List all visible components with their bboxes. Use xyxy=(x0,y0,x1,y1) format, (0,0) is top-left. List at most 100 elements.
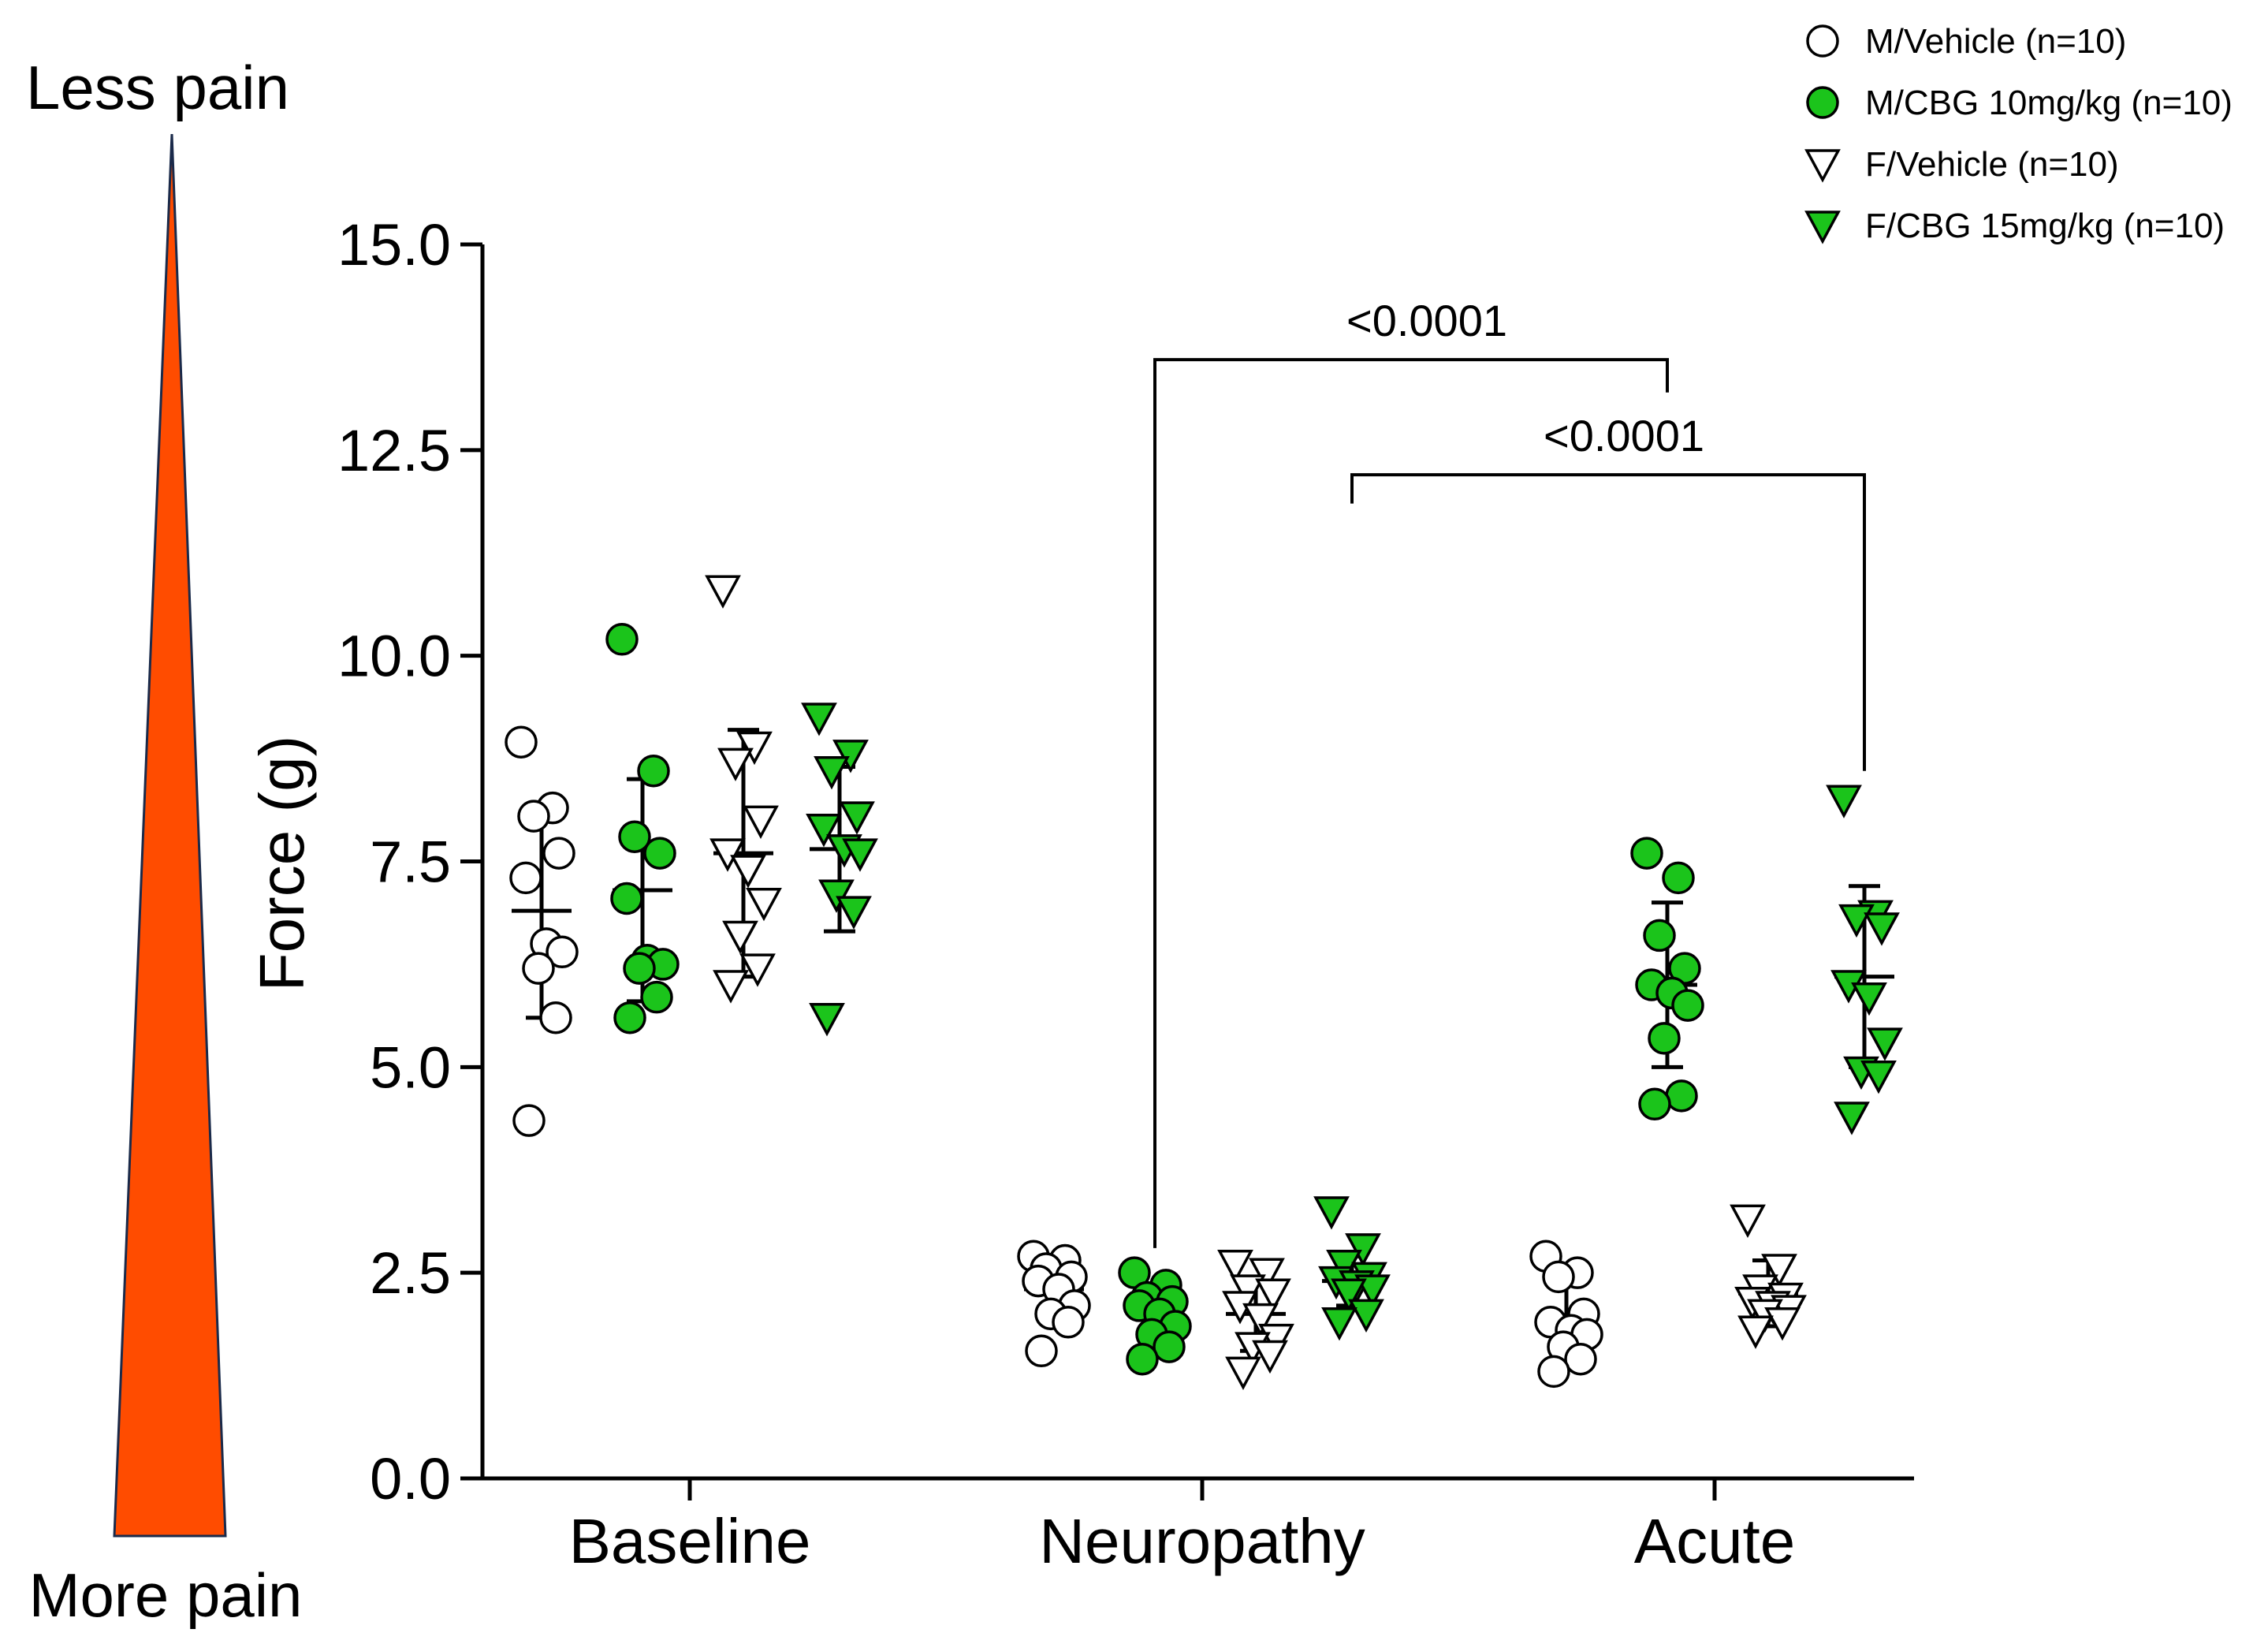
y-axis-title: Force (g) xyxy=(247,736,317,992)
pain-scale: Less pain More pain xyxy=(26,53,302,1630)
data-point xyxy=(1326,1250,1362,1284)
data-point xyxy=(1864,912,1900,946)
significance-brackets: <0.0001 <0.0001 xyxy=(1153,296,1866,1248)
data-point xyxy=(801,703,837,736)
x-category-label: Baseline xyxy=(569,1506,811,1576)
data-point xyxy=(842,838,878,872)
error-bars xyxy=(512,728,1894,1357)
data-point xyxy=(1860,1061,1897,1094)
data-point xyxy=(1537,1355,1570,1389)
data-point xyxy=(546,935,579,969)
data-point xyxy=(1025,1334,1058,1368)
significance-bracket xyxy=(1153,358,1669,1248)
data-points xyxy=(505,575,1903,1390)
data-point xyxy=(1249,1258,1285,1292)
data-point xyxy=(836,896,872,930)
legend-label: M/CBG 10mg/kg (n=10) xyxy=(1865,84,2233,122)
data-point xyxy=(1225,1356,1261,1390)
legend-marker xyxy=(1804,149,1841,183)
data-point xyxy=(1730,1204,1766,1238)
significance-label: <0.0001 xyxy=(1346,296,1507,345)
data-point xyxy=(505,725,538,759)
data-point xyxy=(610,882,643,915)
data-point xyxy=(713,970,749,1004)
data-point xyxy=(1345,1233,1381,1267)
data-point xyxy=(605,623,639,656)
y-tick-label: 15.0 xyxy=(337,212,451,278)
data-point xyxy=(1764,1307,1801,1341)
data-point xyxy=(1217,1250,1253,1284)
data-point xyxy=(637,754,670,788)
legend: M/Vehicle (n=10) M/CBG 10mg/kg (n=10) F/Ve… xyxy=(1804,22,2233,245)
legend-marker xyxy=(1804,211,1841,244)
data-point xyxy=(643,837,676,870)
y-tick-label: 12.5 xyxy=(337,418,451,483)
data-point xyxy=(539,1001,572,1034)
x-ticks: Baseline Neuropathy Acute xyxy=(569,1478,1796,1576)
data-point xyxy=(705,575,741,609)
data-point xyxy=(839,801,875,835)
data-point xyxy=(746,887,782,922)
data-point xyxy=(743,805,779,839)
x-category-label: Acute xyxy=(1634,1506,1796,1576)
data-point xyxy=(1126,1342,1159,1376)
y-tick-label: 7.5 xyxy=(370,829,451,895)
data-point xyxy=(1052,1306,1085,1339)
data-point xyxy=(1242,1303,1279,1337)
data-point xyxy=(1761,1254,1797,1288)
y-ticks: 0.0 2.5 5.0 7.5 10.0 12.5 15.0 xyxy=(337,212,482,1512)
data-point xyxy=(832,740,869,774)
y-tick-label: 10.0 xyxy=(337,624,451,689)
legend-label: M/Vehicle (n=10) xyxy=(1865,22,2126,61)
legend-marker xyxy=(1806,86,1839,119)
data-point xyxy=(1564,1342,1597,1376)
data-point xyxy=(806,814,842,848)
data-point xyxy=(1348,1299,1384,1333)
data-point xyxy=(1542,1260,1575,1294)
legend-marker xyxy=(1806,24,1839,58)
data-point xyxy=(509,861,542,895)
data-point xyxy=(623,952,656,985)
data-point xyxy=(1834,1102,1870,1135)
data-point xyxy=(1851,982,1887,1016)
data-point xyxy=(818,879,855,913)
data-point xyxy=(1255,1278,1291,1312)
data-point xyxy=(1648,1022,1681,1055)
pain-scale-wedge xyxy=(113,133,227,1538)
y-tick-label: 5.0 xyxy=(370,1034,451,1100)
data-point xyxy=(1662,861,1695,895)
data-point xyxy=(722,920,758,955)
data-point xyxy=(809,1003,845,1037)
data-point xyxy=(618,820,651,853)
data-point xyxy=(1230,1274,1266,1308)
data-point xyxy=(517,800,550,833)
data-point xyxy=(1331,1278,1367,1312)
legend-label: F/CBG 15mg/kg (n=10) xyxy=(1865,207,2225,245)
data-point xyxy=(1671,989,1704,1022)
data-point xyxy=(640,980,673,1014)
pain-scale-top-label: Less pain xyxy=(26,53,289,122)
y-tick-label: 2.5 xyxy=(370,1240,451,1306)
data-point xyxy=(1153,1330,1186,1363)
data-point xyxy=(1252,1340,1288,1374)
data-point xyxy=(736,731,773,766)
y-tick-label: 0.0 xyxy=(370,1446,451,1512)
data-point xyxy=(814,756,850,790)
significance-bracket xyxy=(1350,473,1866,771)
data-point xyxy=(1630,837,1663,870)
data-point xyxy=(542,837,575,870)
x-category-label: Neuropathy xyxy=(1039,1506,1365,1576)
data-point xyxy=(1838,904,1875,938)
data-point xyxy=(1826,785,1862,818)
data-point xyxy=(1665,1079,1698,1113)
legend-label: F/Vehicle (n=10) xyxy=(1865,145,2119,184)
data-point xyxy=(730,855,766,889)
pain-scale-bottom-label: More pain xyxy=(29,1560,303,1630)
data-point xyxy=(1643,919,1676,952)
data-point xyxy=(1737,1315,1774,1349)
data-point xyxy=(709,838,746,872)
data-point xyxy=(613,1001,646,1034)
data-point xyxy=(1313,1196,1350,1230)
data-point xyxy=(1638,1087,1671,1121)
